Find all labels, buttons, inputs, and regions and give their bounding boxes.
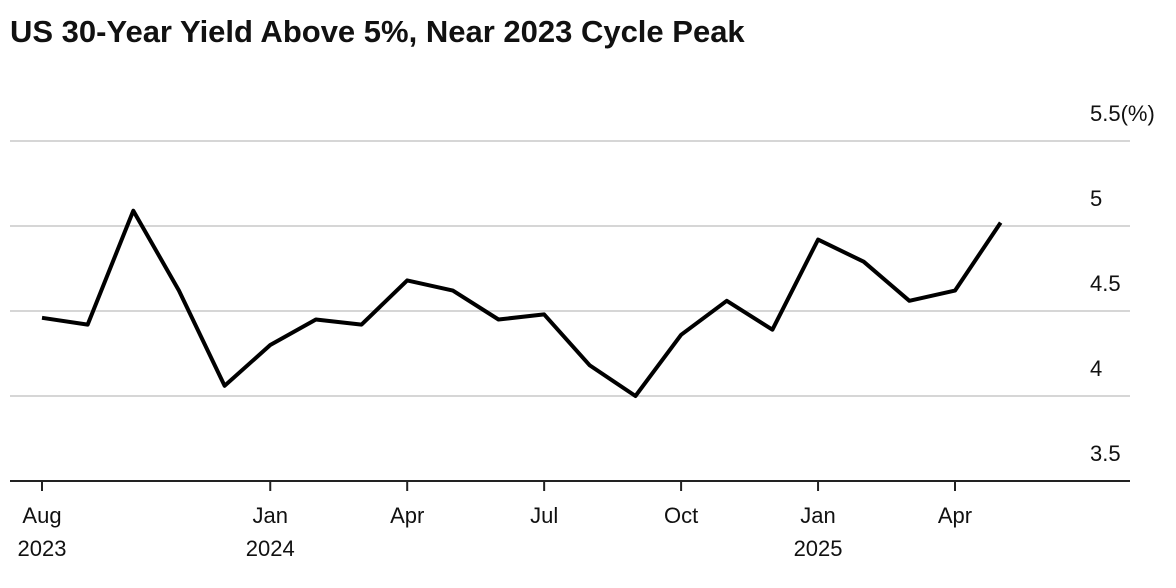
- x-year-label: 2025: [794, 536, 843, 561]
- y-tick-label: 5.5(%): [1090, 101, 1155, 126]
- x-tick-label: Jul: [530, 503, 558, 528]
- chart-title: US 30-Year Yield Above 5%, Near 2023 Cyc…: [10, 14, 745, 49]
- x-tick-label: Jan: [253, 503, 288, 528]
- y-tick-label: 4: [1090, 356, 1102, 381]
- x-tick-label: Oct: [664, 503, 698, 528]
- x-year-label: 2023: [18, 536, 67, 561]
- y-tick-label: 3.5: [1090, 441, 1121, 466]
- x-year-label: 2024: [246, 536, 295, 561]
- line-series: [41, 208, 1003, 398]
- x-tick-label: Jan: [800, 503, 835, 528]
- x-tick-label: Aug: [22, 503, 61, 528]
- x-tick-label: Apr: [938, 503, 972, 528]
- y-tick-label: 4.5: [1090, 271, 1121, 296]
- x-tick-label: Apr: [390, 503, 424, 528]
- y-tick-label: 5: [1090, 186, 1102, 211]
